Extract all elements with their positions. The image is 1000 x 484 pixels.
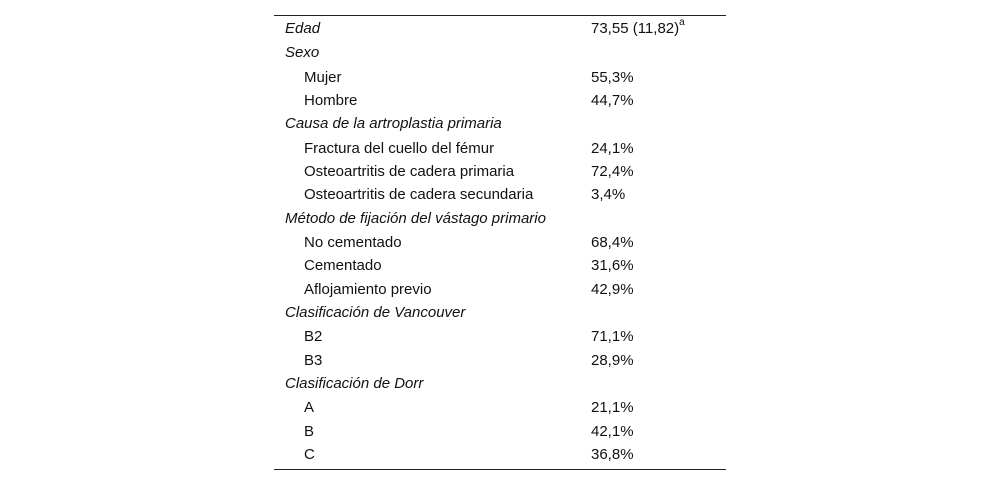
row-label-metodo: Método de fijación del vástago primario [285, 209, 546, 227]
row-value: 42,1% [591, 422, 634, 440]
table-row-sexo: Sexo [274, 41, 726, 65]
table-row: No cementado 68,4% [274, 231, 726, 254]
row-label: Osteoartritis de cadera secundaria [304, 186, 534, 204]
row-value: 68,4% [591, 234, 634, 252]
row-value: 3,4% [591, 186, 626, 204]
row-label-causa: Causa de la artroplastia primaria [285, 115, 502, 133]
table-row-vancouver: Clasificación de Vancouver [274, 301, 726, 325]
row-label: C [304, 445, 315, 463]
table-row: Fractura del cuello del fémur 24,1% [274, 137, 726, 160]
row-label: Hombre [304, 92, 358, 110]
row-label: Aflojamiento previo [304, 280, 432, 298]
table-row: Osteoartritis de cadera secundaria 3,4% [274, 183, 726, 206]
row-value: 72,4% [591, 163, 634, 181]
row-value: 24,1% [591, 139, 634, 157]
row-value-edad: 73,55 (11,82)a [591, 17, 685, 41]
table-row: Osteoartritis de cadera primaria 72,4% [274, 160, 726, 183]
row-value: 71,1% [591, 328, 634, 346]
row-value: 28,9% [591, 351, 634, 369]
row-value: 31,6% [591, 257, 634, 275]
value-text: 73,55 (11,82) [591, 20, 680, 37]
table-row-edad: Edad 73,55 (11,82)a [274, 17, 726, 41]
row-label: B [304, 422, 315, 440]
row-value: 44,7% [591, 92, 634, 110]
table-row-metodo: Método de fijación del vástago primario [274, 207, 726, 231]
row-label: A [304, 399, 315, 417]
row-label-dorr: Clasificación de Dorr [285, 374, 424, 392]
row-label-vancouver: Clasificación de Vancouver [285, 303, 466, 321]
row-value: 36,8% [591, 445, 634, 463]
row-value: 21,1% [591, 399, 634, 417]
row-label: B3 [304, 351, 323, 369]
table-row-dorr: Clasificación de Dorr [274, 372, 726, 396]
table-row: B 42,1% [274, 420, 726, 443]
row-label-edad: Edad [285, 20, 321, 37]
demographics-table: Edad 73,55 (11,82)a Sexo Mujer 55,3% Hom… [274, 15, 726, 471]
row-label: Fractura del cuello del fémur [304, 139, 495, 157]
row-value: 42,9% [591, 280, 634, 298]
table-row: Cementado 31,6% [274, 254, 726, 277]
table-row: Aflojamiento previo 42,9% [274, 278, 726, 301]
table-row: Hombre 44,7% [274, 89, 726, 112]
table-row-causa: Causa de la artroplastia primaria [274, 112, 726, 136]
row-label: Osteoartritis de cadera primaria [304, 163, 515, 181]
table-row: C 36,8% [274, 443, 726, 466]
row-label: Mujer [304, 68, 342, 86]
row-value: 55,3% [591, 68, 634, 86]
row-label: B2 [304, 328, 323, 346]
footnote-marker: a [679, 17, 685, 28]
table-row: B3 28,9% [274, 349, 726, 372]
row-label: No cementado [304, 234, 402, 252]
row-label-sexo: Sexo [285, 44, 320, 62]
table-row: B2 71,1% [274, 325, 726, 348]
table-row: Mujer 55,3% [274, 66, 726, 89]
table-row: A 21,1% [274, 396, 726, 419]
row-label: Cementado [304, 257, 382, 275]
